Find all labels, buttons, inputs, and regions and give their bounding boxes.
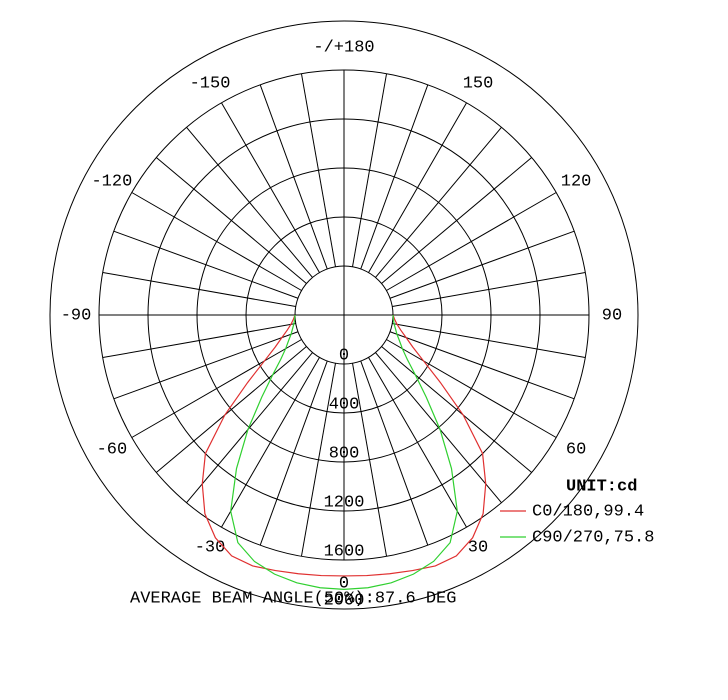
series-line [230,314,458,591]
angle-tick-label: -/+180 [313,38,374,57]
r-tick-label: 2000 [324,591,365,610]
series-line [201,314,487,577]
legend-title: UNIT:cd [566,477,637,496]
angle-tick-label: 30 [468,539,488,558]
footer: AVERAGE BEAM ANGLE(50%):87.6 DEG [130,589,456,608]
legend-label: C0/180,99.4 [532,502,644,521]
angle-tick-label: 0 [339,574,349,593]
angle-tick-label: 90 [602,306,622,325]
angle-tick-label: -60 [97,440,128,459]
angle-tick-label: -150 [190,74,231,93]
angle-tick-label: 60 [566,440,586,459]
angle-tick-label: 150 [463,74,494,93]
angle-tick-label: -120 [91,172,132,191]
angle-tick-label: -90 [61,306,92,325]
angle-tick-label: 120 [561,172,592,191]
ring-grid-line [49,20,639,610]
legend-label: C90/270,75.8 [532,528,654,547]
angle-tick-label: -30 [195,539,226,558]
